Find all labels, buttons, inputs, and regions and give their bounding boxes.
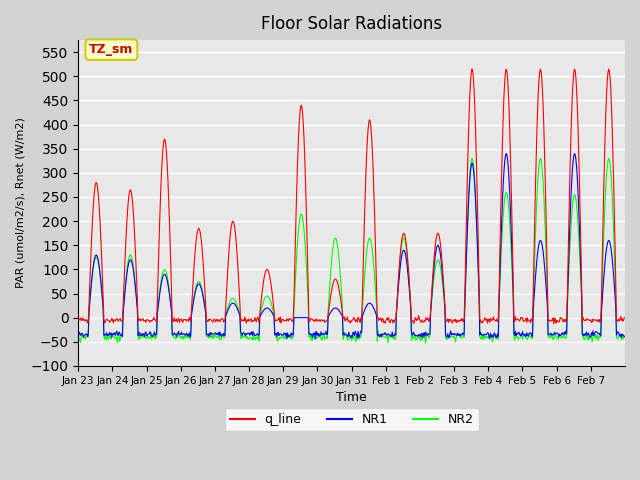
Line: q_line: q_line [78,69,624,324]
NR2 [468,156,476,161]
NR1 [312,336,319,342]
NR1 [74,333,82,338]
NR1 [138,333,146,338]
Line: NR2: NR2 [78,158,624,343]
q_line [620,314,628,320]
Y-axis label: PAR (umol/m2/s), Rnet (W/m2): PAR (umol/m2/s), Rnet (W/m2) [15,118,25,288]
NR1 [287,334,294,339]
q_line [138,317,146,323]
Legend: q_line, NR1, NR2: q_line, NR1, NR2 [225,408,479,432]
q_line [438,259,446,264]
NR1 [502,151,510,156]
Text: TZ_sm: TZ_sm [89,43,134,56]
NR2 [439,283,447,288]
NR1 [239,331,246,336]
NR2 [408,338,415,344]
NR2 [138,335,146,341]
q_line [74,316,82,322]
Line: NR1: NR1 [78,154,624,339]
q_line [266,274,274,279]
NR2 [239,335,246,340]
X-axis label: Time: Time [336,391,367,404]
NR1 [408,333,416,338]
NR1 [266,307,274,312]
NR1 [620,334,628,340]
q_line [408,318,415,324]
NR2 [287,335,294,341]
NR2 [620,334,628,339]
NR2 [74,333,82,339]
NR2 [266,296,274,302]
q_line [550,321,557,327]
NR2 [422,340,429,346]
q_line [468,66,476,72]
q_line [287,316,294,322]
NR1 [439,275,447,281]
q_line [239,317,246,323]
Title: Floor Solar Radiations: Floor Solar Radiations [261,15,442,33]
